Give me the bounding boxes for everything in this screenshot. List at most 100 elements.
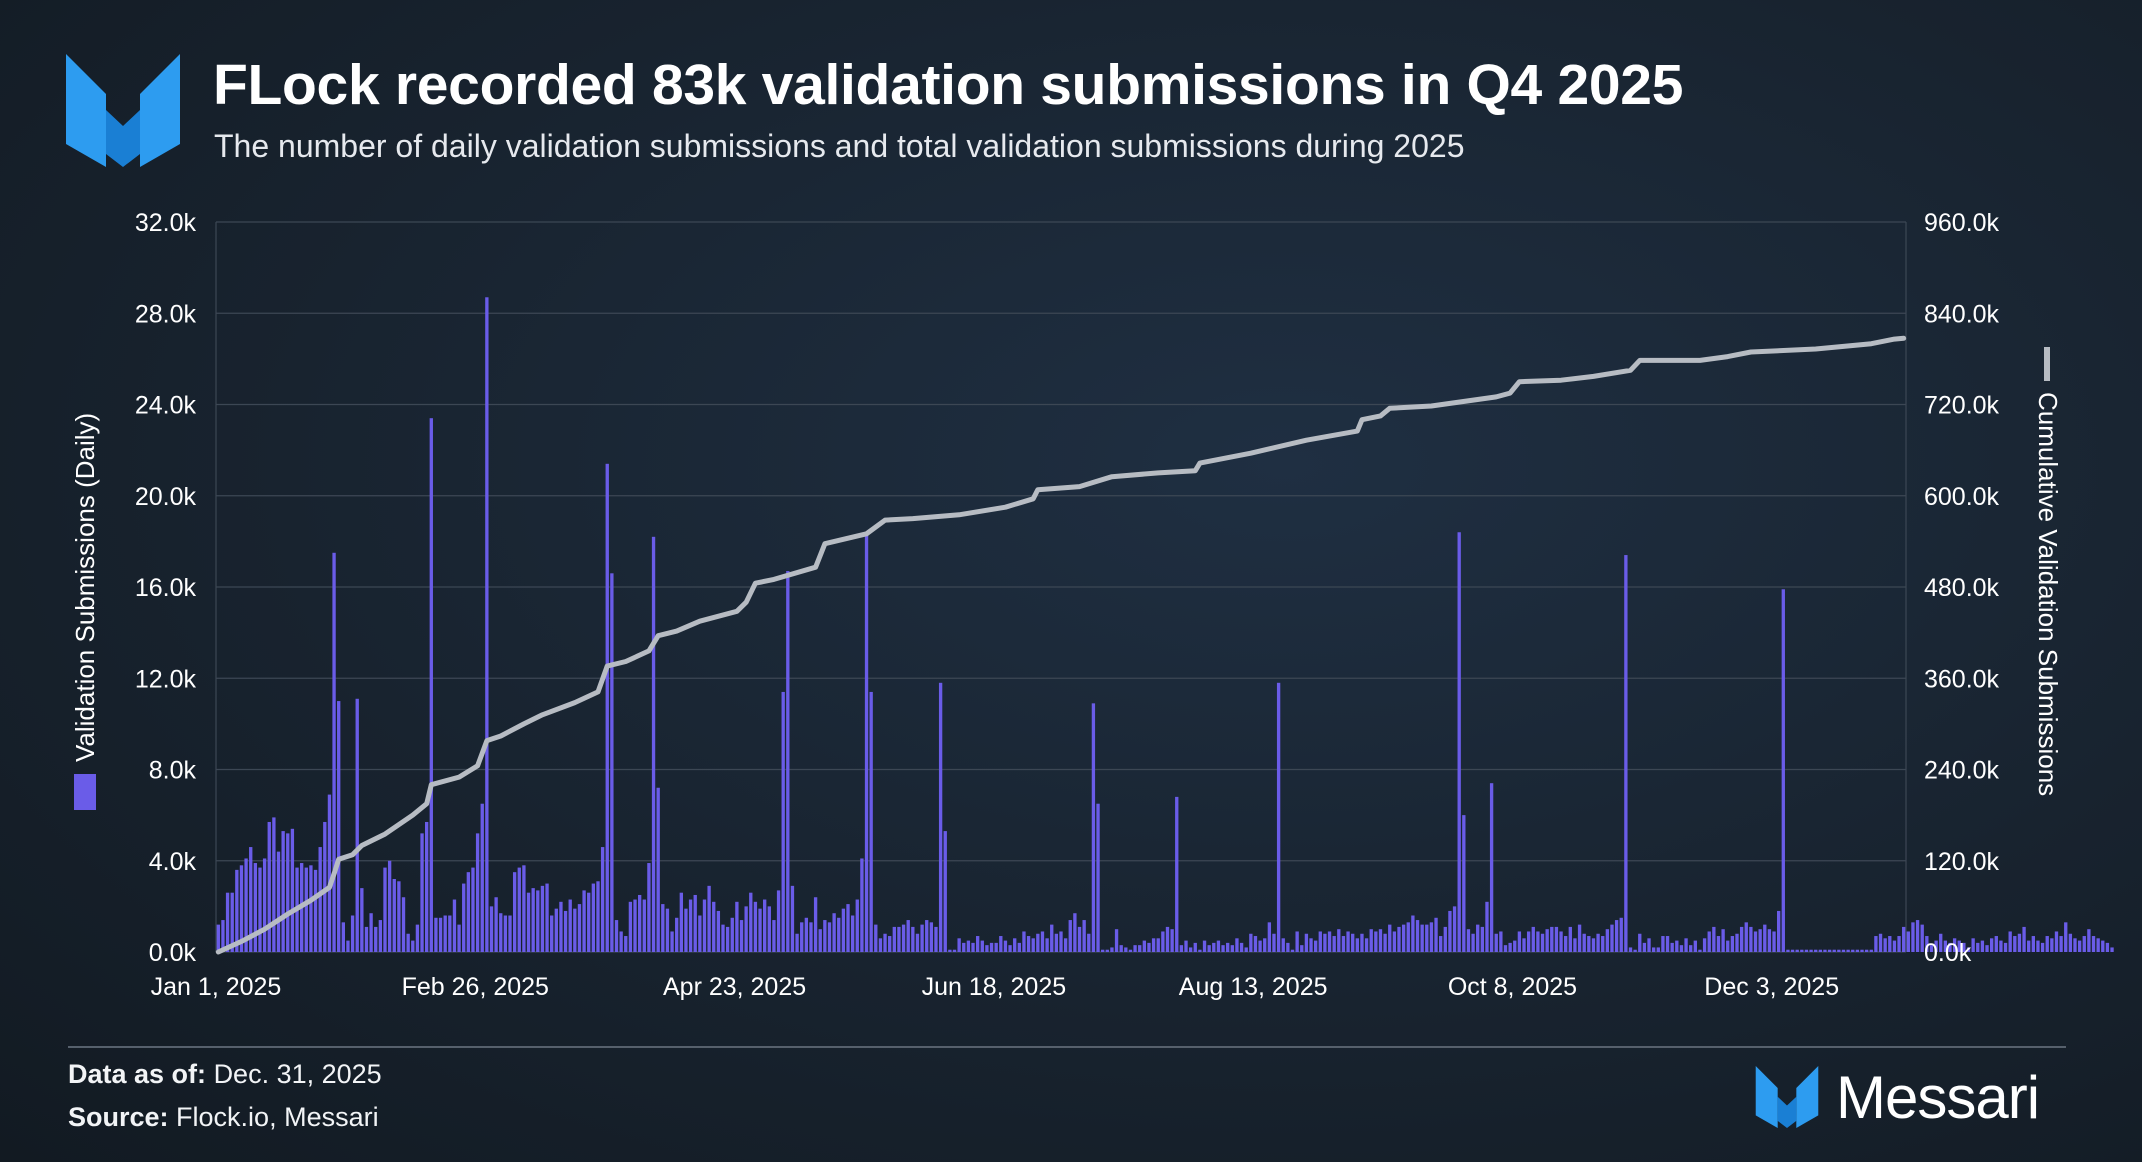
bar — [1114, 929, 1119, 952]
bar — [1337, 929, 1341, 952]
bar — [536, 890, 540, 952]
bar — [2064, 922, 2068, 952]
bar — [1767, 929, 1772, 952]
bar — [1994, 936, 1998, 952]
bar — [1888, 936, 1892, 952]
bar — [448, 915, 452, 952]
bar — [545, 883, 549, 952]
bar — [1707, 931, 1711, 952]
bar — [2017, 933, 2022, 952]
bar — [1415, 920, 1420, 952]
bar — [989, 942, 994, 952]
bar — [235, 869, 239, 952]
bar — [832, 913, 836, 952]
bar — [1383, 933, 1387, 952]
bar — [1110, 947, 1114, 952]
bar — [1758, 929, 1762, 952]
bar — [1989, 938, 1994, 952]
bar — [1267, 922, 1272, 952]
tick-labels: 0.0k 0.0k 4.0k 120.0k 8.0k 240.0k 12.0k 360.0k 1… — [135, 209, 2000, 1001]
bar — [1814, 949, 1818, 952]
bar — [1077, 926, 1082, 952]
bar — [1489, 783, 1494, 952]
bar — [1054, 933, 1059, 952]
bar — [568, 899, 572, 952]
bar — [1207, 945, 1211, 952]
bar — [244, 858, 248, 952]
bar — [1536, 931, 1540, 952]
bar — [698, 915, 702, 952]
bar — [1915, 920, 1920, 952]
bar — [1050, 924, 1054, 952]
bar — [929, 922, 934, 952]
bar — [452, 899, 457, 952]
bar — [767, 906, 771, 952]
bar — [438, 917, 443, 952]
bar — [786, 571, 790, 952]
bar — [239, 865, 244, 952]
bar — [688, 899, 693, 952]
bar — [1082, 920, 1086, 952]
bar — [1730, 936, 1735, 952]
bar — [258, 867, 262, 952]
bar — [587, 892, 591, 952]
bar — [1661, 936, 1665, 952]
bar — [475, 833, 480, 952]
bar — [262, 858, 267, 952]
bar — [1980, 940, 1985, 952]
bar — [1596, 933, 1600, 952]
bar — [1022, 931, 1026, 952]
bar — [276, 851, 281, 952]
bar — [619, 931, 623, 952]
bar — [1198, 949, 1202, 952]
bar — [1434, 917, 1438, 952]
bar — [869, 691, 873, 952]
bar — [1355, 938, 1359, 952]
bar — [600, 847, 605, 952]
line-series — [215, 335, 1907, 955]
bar — [332, 552, 336, 952]
bar — [489, 906, 494, 952]
y-tick-label-right: 0.0k — [1924, 939, 1972, 967]
y-tick-label-right: 240.0k — [1924, 757, 2000, 785]
bar — [272, 817, 276, 952]
bar — [1318, 931, 1322, 952]
bar — [540, 885, 545, 952]
bar — [874, 924, 878, 952]
bar — [1860, 949, 1864, 952]
bar — [304, 867, 308, 952]
bar — [1721, 929, 1725, 952]
bar — [980, 940, 984, 952]
bar — [1327, 931, 1332, 952]
bar — [1559, 931, 1563, 952]
bar — [906, 920, 910, 952]
data-as-of-label: Data as of: — [68, 1059, 207, 1089]
bar — [1698, 949, 1702, 952]
bar — [1188, 947, 1193, 952]
bar — [1985, 945, 1989, 952]
bar — [721, 924, 725, 952]
messari-brand-icon — [1755, 1066, 1819, 1128]
bar — [230, 892, 234, 952]
bar — [522, 865, 526, 952]
bar — [1091, 703, 1096, 952]
bar — [1471, 933, 1475, 952]
bar — [1962, 942, 1966, 952]
bar — [1554, 926, 1559, 952]
bar — [975, 936, 980, 952]
bar — [503, 915, 508, 952]
bar — [1499, 931, 1503, 952]
bar — [781, 691, 785, 952]
bar — [512, 872, 517, 952]
bar — [1735, 933, 1739, 952]
bar — [1175, 796, 1179, 952]
bar — [693, 894, 697, 952]
bar — [628, 901, 633, 952]
bar — [1823, 949, 1827, 952]
bar — [1837, 949, 1841, 952]
bar — [985, 945, 989, 952]
bar — [948, 949, 952, 952]
bar — [1628, 947, 1633, 952]
bar — [1545, 929, 1549, 952]
bar — [966, 940, 971, 952]
